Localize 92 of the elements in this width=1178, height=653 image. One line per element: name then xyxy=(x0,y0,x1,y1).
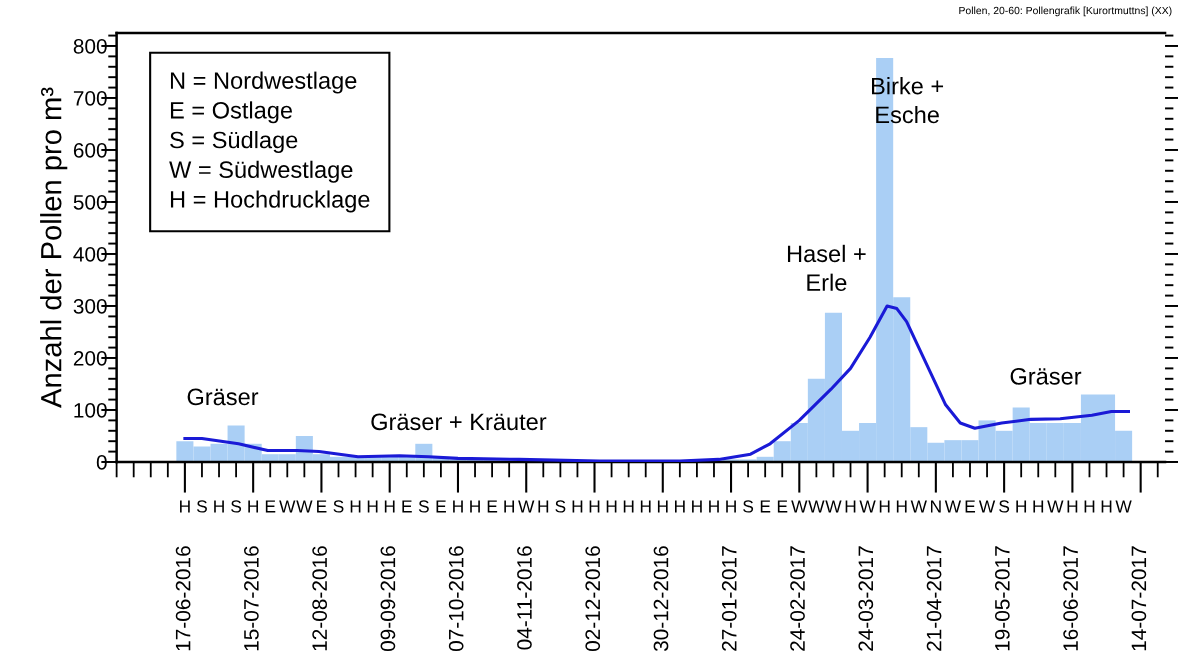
x-tick-label: 21-04-2017 xyxy=(926,546,942,651)
text: H xyxy=(1101,500,1112,513)
text: H xyxy=(248,500,259,513)
text: H xyxy=(384,500,395,513)
text: E xyxy=(402,500,412,513)
text: H xyxy=(1033,500,1044,513)
text: H xyxy=(1084,500,1095,513)
text: H xyxy=(896,500,907,513)
text: H xyxy=(1016,500,1027,513)
x-tick-label: 12-08-2016 xyxy=(312,546,328,651)
text: H xyxy=(504,500,515,513)
x-tick-label: 07-10-2016 xyxy=(448,546,464,652)
text: E xyxy=(317,500,327,513)
text: H xyxy=(453,500,463,513)
text: H xyxy=(879,500,890,513)
annotation: E = Ostlage xyxy=(170,101,293,124)
text: W xyxy=(910,500,927,513)
y-tick-label: 200 xyxy=(73,350,107,366)
text: E xyxy=(487,500,498,513)
text: H xyxy=(538,500,549,513)
text: E xyxy=(265,500,276,513)
annotation: Gräser xyxy=(1010,367,1082,385)
y-tick-label: 700 xyxy=(73,90,107,106)
text: H xyxy=(675,500,685,513)
text: W xyxy=(859,500,876,513)
text: H xyxy=(350,500,361,513)
y-tick-label: 400 xyxy=(73,246,107,262)
text: W xyxy=(978,500,996,513)
text: W xyxy=(791,500,808,513)
text: H xyxy=(572,500,583,513)
text: H xyxy=(623,500,634,513)
text: W xyxy=(1047,500,1064,513)
y-tick-label: 600 xyxy=(73,142,107,158)
x-tick-label: 19-05-2017 xyxy=(994,546,1010,651)
text: W xyxy=(296,500,313,513)
annotation: Hasel + Erle xyxy=(787,244,866,291)
text: S xyxy=(999,500,1010,513)
x-tick-label: 04-11-2016 xyxy=(517,546,532,650)
text: Pollen, 20-60: Pollengrafik [Kurortmuttns] (XX) xyxy=(959,6,1172,17)
text: H xyxy=(470,500,480,513)
text: H xyxy=(589,500,600,513)
x-tick-label: 27-01-2017 xyxy=(721,546,737,651)
x-tick-label: 14-07-2017 xyxy=(1131,546,1147,651)
annotation: W = Südwestlage xyxy=(169,160,353,183)
text: H xyxy=(709,500,719,513)
text: H xyxy=(640,500,651,513)
x-tick-label: 17-06-2016 xyxy=(175,546,191,651)
text: S xyxy=(333,500,344,513)
text: E xyxy=(777,500,788,513)
text: E xyxy=(760,500,771,513)
text: E xyxy=(965,500,976,513)
text: E xyxy=(436,500,446,513)
text: S xyxy=(555,500,566,513)
text: H xyxy=(214,500,224,513)
y-tick-label: 100 xyxy=(74,403,107,418)
annotation: S = Südlage xyxy=(170,131,298,154)
text: N xyxy=(931,500,941,513)
text: H xyxy=(1067,500,1078,513)
annotation: Gräser + Kräuter xyxy=(371,413,547,431)
annotation: H = Hochdrucklage xyxy=(170,190,370,213)
annotation: Birke + Esche xyxy=(872,77,944,124)
x-tick-label: 24-03-2017 xyxy=(858,546,874,651)
x-tick-label: 15-07-2016 xyxy=(244,546,259,651)
text: W xyxy=(944,500,962,513)
y-axis-title: Anzahl der Pollen pro m³ xyxy=(40,87,68,408)
text: S xyxy=(743,500,754,513)
text: W xyxy=(825,500,842,513)
text: S xyxy=(196,500,207,513)
text: H xyxy=(367,500,378,513)
y-tick-label: 300 xyxy=(73,298,107,314)
text: W xyxy=(279,500,296,513)
x-tick-label: 02-12-2016 xyxy=(585,546,601,652)
text: H xyxy=(726,500,736,513)
text: W xyxy=(808,500,825,513)
text: H xyxy=(845,500,856,513)
x-tick-label: 24-02-2017 xyxy=(790,546,805,651)
y-tick-label: 500 xyxy=(73,194,107,210)
text: H xyxy=(657,500,668,513)
text: H xyxy=(180,500,190,513)
text: W xyxy=(1115,500,1132,513)
x-tick-label: 09-09-2016 xyxy=(380,546,396,652)
x-tick-label: 16-06-2017 xyxy=(1063,546,1078,651)
y-tick-label: 800 xyxy=(73,38,107,54)
text: S xyxy=(231,500,242,513)
y-tick-label: 0 xyxy=(96,455,107,470)
annotation: Gräser xyxy=(187,388,259,406)
text: S xyxy=(418,500,429,513)
x-tick-label: 30-12-2016 xyxy=(653,546,669,652)
text: H xyxy=(606,500,617,513)
text: W xyxy=(518,500,535,513)
text: H xyxy=(692,500,702,513)
annotation: N = Nordwestlage xyxy=(170,71,357,94)
